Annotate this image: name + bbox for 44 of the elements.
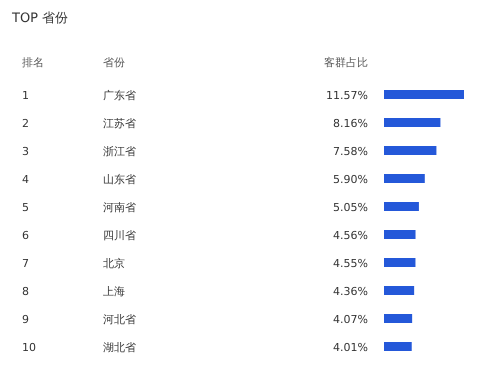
data-label: 4.07%: [333, 313, 368, 326]
data-label: 5.05%: [333, 201, 368, 214]
y-tick-label: 四川省: [103, 229, 136, 242]
text: 8: [22, 285, 29, 298]
data-label: 4.56%: [333, 229, 368, 242]
text: 9: [22, 313, 29, 326]
y-tick-label: 山东省: [103, 173, 136, 186]
bar: [384, 314, 412, 323]
bar: [384, 174, 425, 183]
text: 排名: [22, 56, 44, 69]
bar: [384, 202, 419, 211]
data-label: 11.57%: [326, 89, 368, 102]
bar: [384, 342, 412, 351]
text: 10: [22, 341, 36, 354]
y-tick-label: 河南省: [103, 201, 136, 214]
bar: [384, 90, 464, 99]
y-tick-label: 上海: [103, 285, 125, 298]
bar: [384, 230, 416, 239]
y-tick-label: 浙江省: [103, 145, 136, 158]
text: 4: [22, 173, 29, 186]
text: 1: [22, 89, 29, 102]
bar: [384, 286, 414, 295]
data-label: 4.36%: [333, 285, 368, 298]
bar: [384, 258, 416, 267]
text: 省份: [103, 56, 125, 69]
data-label: 8.16%: [333, 117, 368, 130]
bar: [384, 146, 436, 155]
text: 6: [22, 229, 29, 242]
text: 客群占比: [324, 56, 368, 69]
y-tick-label: 广东省: [103, 89, 136, 102]
text: TOP 省份: [11, 11, 68, 26]
y-tick-label: 江苏省: [103, 117, 136, 130]
data-label: 5.90%: [333, 173, 368, 186]
data-label: 4.55%: [333, 257, 368, 270]
text: 3: [22, 145, 29, 158]
y-tick-label: 河北省: [103, 313, 136, 326]
text: 7: [22, 257, 29, 270]
data-label: 7.58%: [333, 145, 368, 158]
text: 5: [22, 201, 29, 214]
bar: [384, 118, 440, 127]
y-tick-label: 北京: [103, 257, 125, 270]
data-label: 4.01%: [333, 341, 368, 354]
text: 2: [22, 117, 29, 130]
y-tick-label: 湖北省: [103, 341, 136, 354]
